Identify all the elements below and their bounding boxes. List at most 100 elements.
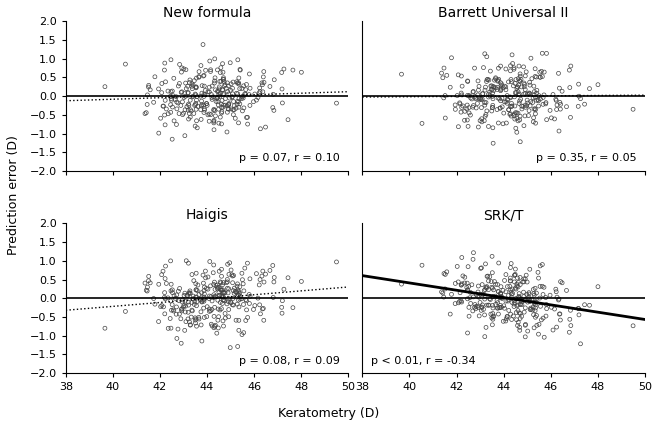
Point [239,104,249,111]
Point [464,304,474,311]
Point [479,99,490,106]
Point [217,86,228,93]
Point [218,74,229,81]
Point [204,293,215,299]
Point [253,295,263,301]
Point [522,279,532,285]
Point [480,84,491,91]
Point [238,82,249,89]
Point [209,281,219,288]
Point [244,91,255,98]
Point [218,323,229,329]
Point [224,259,235,266]
Point [257,306,268,312]
Point [526,305,536,312]
Point [457,83,467,89]
Point [204,84,215,91]
Point [161,280,172,287]
Point [495,85,506,92]
Point [519,122,529,129]
Point [555,317,566,324]
Point [529,300,540,307]
Title: SRK/T: SRK/T [484,208,524,222]
Point [193,315,204,322]
Point [226,106,236,112]
Point [524,266,535,273]
Point [473,87,484,94]
Point [509,116,520,123]
Point [218,318,228,324]
Point [479,312,490,318]
Point [488,124,498,131]
Point [265,267,275,274]
Point [168,307,178,313]
Point [509,66,519,73]
Point [520,73,530,79]
Point [508,312,519,319]
Point [524,79,535,86]
Point [195,297,206,304]
Point [468,293,478,300]
Point [167,136,178,142]
Point [480,284,491,290]
Point [189,301,199,308]
Point [236,296,247,302]
Point [507,103,517,110]
Point [542,301,552,308]
Point [234,290,245,297]
Point [501,84,511,90]
Point [494,95,505,102]
Point [482,76,493,83]
Point [522,100,533,106]
Point [216,287,227,293]
Point [171,311,182,318]
Point [198,305,209,312]
Point [450,106,461,113]
Point [217,287,228,293]
Point [520,333,530,340]
Point [532,322,542,329]
Point [182,103,192,110]
Point [471,105,482,112]
Point [179,292,190,299]
Point [552,294,563,301]
Point [237,331,247,338]
Point [478,64,489,71]
Point [505,62,516,69]
Point [520,112,530,119]
Point [187,94,197,100]
Point [511,76,521,83]
Point [480,111,491,118]
Point [476,304,487,311]
Point [231,90,241,97]
Point [511,316,522,323]
Point [159,310,170,317]
Point [234,317,244,324]
Point [180,298,190,304]
Point [505,264,516,271]
Point [193,314,204,321]
Point [522,91,533,98]
Point [461,106,472,112]
Point [242,121,253,128]
Point [508,82,519,89]
Point [528,83,539,89]
Point [187,307,197,313]
Point [191,84,201,91]
Point [511,109,522,116]
Point [228,90,238,97]
Point [505,275,516,282]
Point [214,84,224,90]
Point [522,97,532,103]
Point [521,272,532,279]
Point [477,90,488,97]
Point [217,281,228,288]
Point [242,260,253,267]
Point [222,279,232,285]
Point [254,282,265,288]
Point [554,296,565,302]
Point [506,76,517,83]
Point [495,283,506,290]
Point [228,98,239,105]
Point [178,304,189,310]
